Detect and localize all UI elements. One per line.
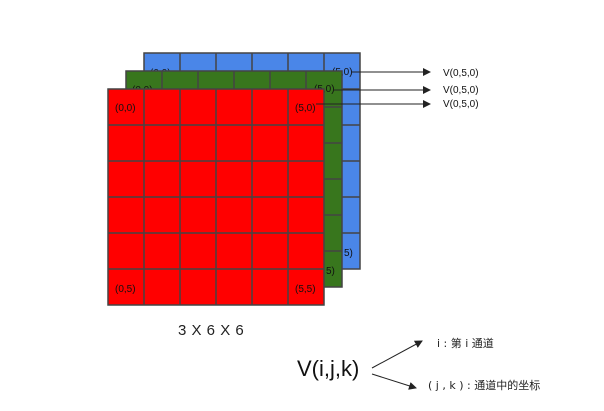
dimension-label: 3 X 6 X 6 xyxy=(178,322,245,339)
channel-red-grid xyxy=(108,89,324,305)
formula-label: V(i,j,k) xyxy=(297,356,360,381)
arrow-label-green: V(0,5,0) xyxy=(443,85,479,96)
red-label-bottom-right: (5,5) xyxy=(295,284,316,295)
coordinate-note: ( j , k ) : 通道中的坐标 xyxy=(428,379,541,392)
pointer-arrows xyxy=(316,68,431,108)
arrow-label-blue: V(0,5,0) xyxy=(443,68,479,79)
green-label-bottom-right: 5) xyxy=(326,266,335,277)
arrow-to-jk-note xyxy=(371,373,417,390)
red-label-top-left: (0,0) xyxy=(115,103,136,114)
arrow-label-red: V(0,5,0) xyxy=(443,99,479,110)
channel-index-note: i : 第 i 通道 xyxy=(437,337,494,350)
red-label-bottom-left: (0,5) xyxy=(115,284,136,295)
red-label-top-right: (5,0) xyxy=(295,103,316,114)
arrow-to-i-note xyxy=(371,340,423,369)
blue-label-bottom-right: 5) xyxy=(344,248,353,259)
channel-red: (0,0) (5,0) (0,5) (5,5) xyxy=(107,88,325,306)
